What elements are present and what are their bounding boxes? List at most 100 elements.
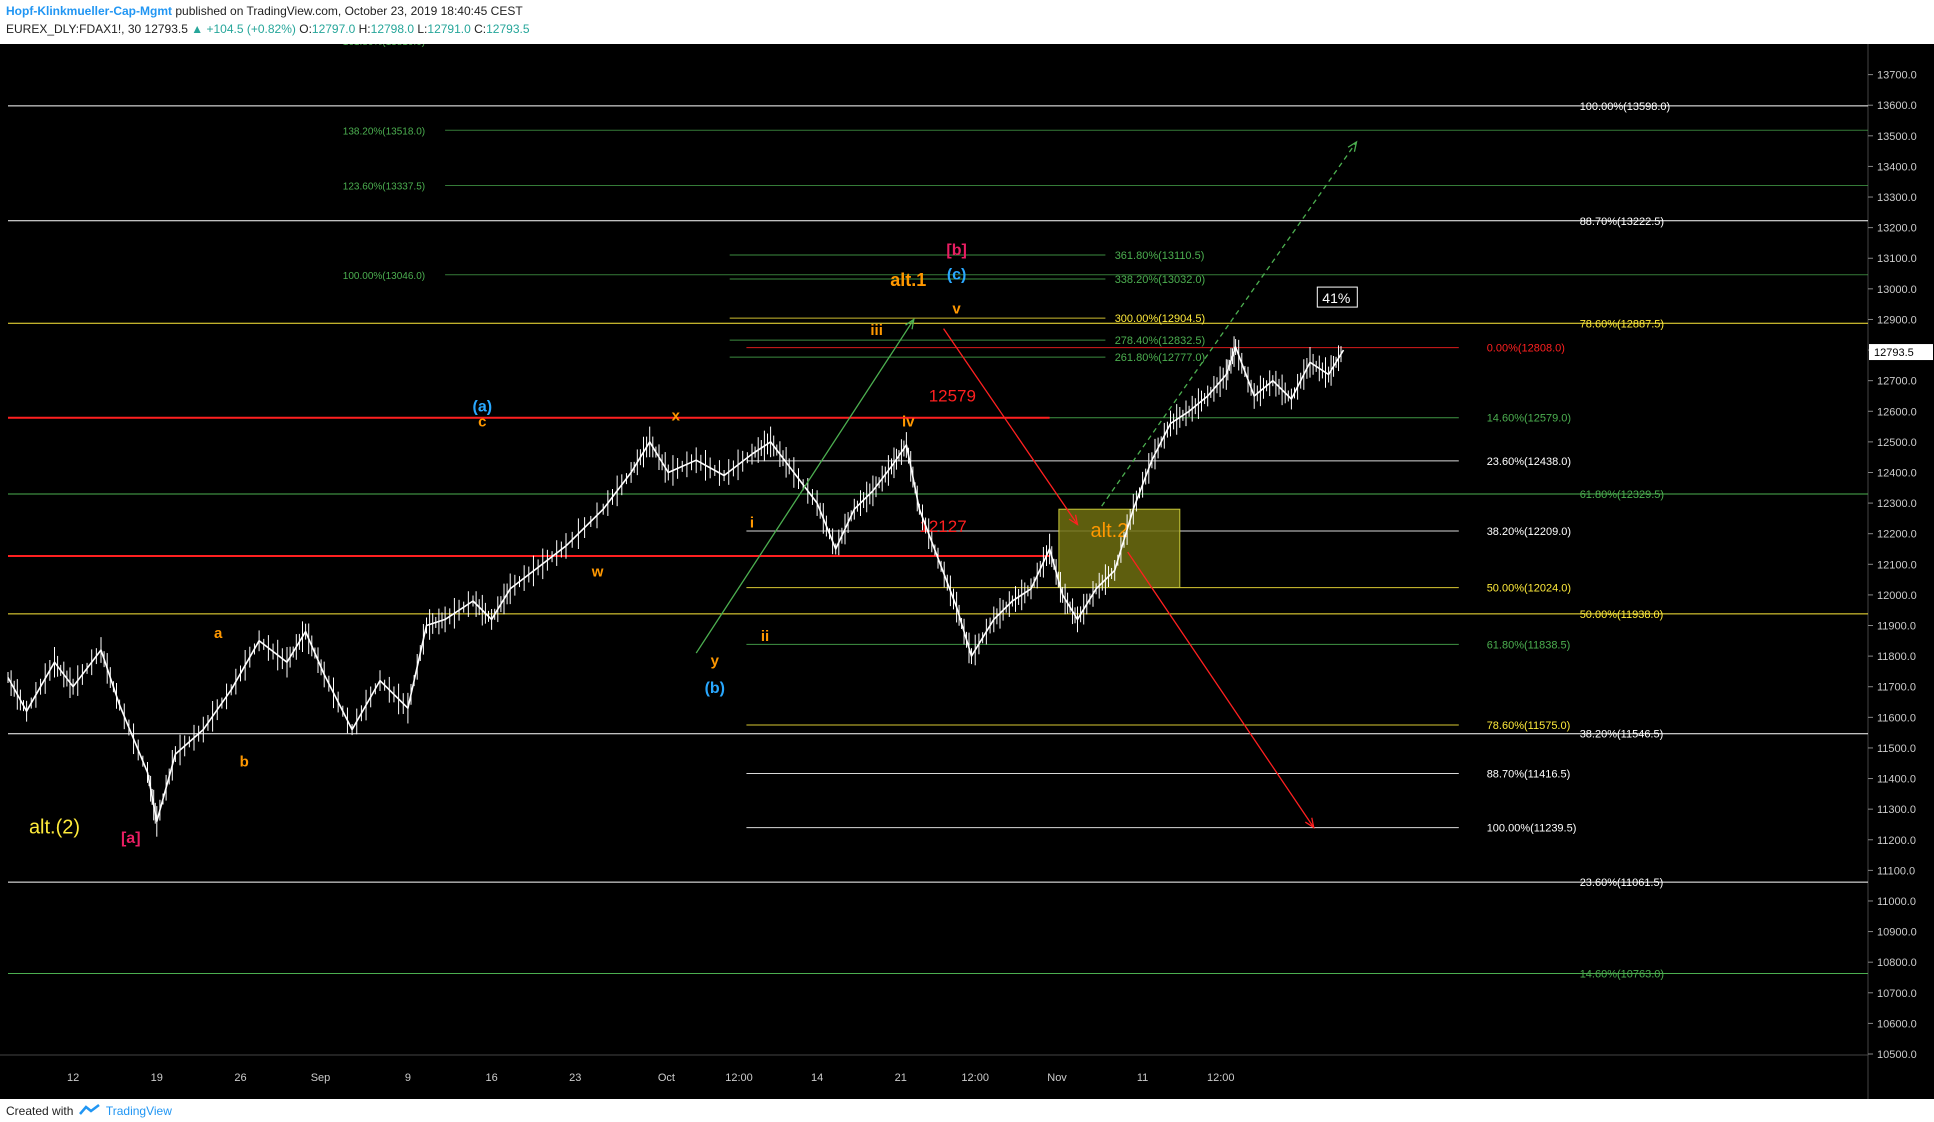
fib-label-full: 100.00%(13598.0)	[1580, 101, 1671, 113]
wave-label: a	[214, 625, 223, 642]
chart-area[interactable]: 10500.0 10600.0 10700.0 10800.0 10900.0 11000…	[0, 44, 1934, 1099]
x-tick-label: 23	[569, 1072, 581, 1084]
y-tick-label: 13500.0	[1877, 131, 1917, 143]
symbol-label[interactable]: EUREX_DLY:FDAX1!, 30	[6, 22, 142, 36]
created-with-label: Created with	[6, 1104, 74, 1118]
y-tick-label: 11100.0	[1877, 865, 1915, 877]
retracement-label: 78.60%(11575.0)	[1487, 720, 1571, 732]
green-channel-arrow	[695, 319, 915, 654]
high-value: 12798.0	[370, 22, 415, 36]
y-tick-label: 11700.0	[1877, 682, 1916, 694]
retracement-label: 88.70%(11416.5)	[1487, 768, 1571, 780]
published-info: published on TradingView.com, October 23…	[175, 4, 523, 18]
wave-label: y	[711, 652, 720, 669]
y-tick-label: 12100.0	[1877, 559, 1917, 571]
fib-label-full: 78.60%(12887.5)	[1580, 318, 1664, 330]
y-tick-label: 11900.0	[1877, 621, 1916, 633]
wave-label: v	[952, 300, 961, 317]
wave-label: b	[240, 753, 249, 770]
green-arrow-up-head	[1347, 140, 1358, 152]
wave-label: (b)	[705, 680, 725, 697]
x-tick-label: Nov	[1047, 1072, 1067, 1084]
green-channel-arrow-head	[905, 318, 915, 330]
open-value: 12797.0	[311, 22, 356, 36]
author-name[interactable]: Hopf-Klinkmueller-Cap-Mgmt	[6, 4, 172, 18]
y-tick-label: 10500.0	[1877, 1049, 1917, 1061]
y-tick-label: 13400.0	[1877, 161, 1917, 173]
wave-label: (a)	[473, 398, 493, 415]
wave-label: ii	[761, 628, 769, 645]
x-tick-label: 19	[151, 1072, 163, 1084]
last-price: 12793.5	[144, 22, 188, 36]
wave-label: x	[672, 407, 681, 424]
chart-footer: Created with TradingView	[0, 1099, 1934, 1122]
retracement-label: 100.00%(11239.5)	[1487, 823, 1577, 835]
retracement-label: 0.00%(12808.0)	[1487, 343, 1565, 355]
x-tick-label: 16	[485, 1072, 497, 1084]
y-tick-label: 13700.0	[1877, 70, 1917, 82]
x-tick-label: 12:00	[1207, 1072, 1235, 1084]
x-tick-label: Sep	[311, 1072, 331, 1084]
fib-label-full: 38.20%(11546.5)	[1580, 729, 1664, 741]
low-label: L:	[417, 22, 428, 36]
x-tick-label: 14	[811, 1072, 823, 1084]
wave-label: iii	[870, 322, 883, 339]
fib-label-full: 50.00%(11938.0)	[1580, 609, 1664, 621]
close-value: 12793.5	[486, 22, 530, 36]
y-tick-label: 10600.0	[1877, 1018, 1917, 1030]
wave-label: iv	[902, 414, 915, 431]
wave-label: [b]	[946, 242, 966, 259]
created-with: Created with TradingView	[6, 1104, 172, 1119]
y-tick-label: 11400.0	[1877, 774, 1916, 786]
percentage-label: 41%	[1322, 290, 1350, 306]
ohlc-line: EUREX_DLY:FDAX1!, 30 12793.5 ▲ +104.5 (+…	[6, 22, 530, 36]
y-tick-label: 12300.0	[1877, 498, 1917, 510]
red-arrow-down-2-head	[1304, 817, 1315, 829]
retracement-label: 38.20%(12209.0)	[1487, 526, 1571, 538]
high-label: H:	[358, 22, 371, 36]
extension-label: 138.20%(13518.0)	[343, 126, 425, 137]
chart-header: Hopf-Klinkmueller-Cap-Mgmt published on …	[0, 0, 1934, 44]
y-tick-label: 13100.0	[1877, 253, 1917, 265]
retracement-label: 14.60%(12579.0)	[1487, 413, 1571, 425]
y-tick-label: 12200.0	[1877, 529, 1917, 541]
publisher-line: Hopf-Klinkmueller-Cap-Mgmt published on …	[6, 4, 523, 18]
red-arrow-down-2	[1127, 551, 1315, 828]
red-arrow-down-1-head	[1068, 514, 1079, 526]
red-arrow-down-1	[943, 328, 1079, 525]
y-tick-label: 13600.0	[1877, 100, 1917, 112]
x-tick-label: Oct	[658, 1072, 675, 1084]
tradingview-link[interactable]: TradingView	[105, 1104, 172, 1118]
extension-mid-label: 261.80%(12777.0)	[1115, 352, 1206, 364]
close-label: C:	[474, 22, 487, 36]
retracement-label: 23.60%(12438.0)	[1487, 456, 1571, 468]
y-tick-label: 12900.0	[1877, 314, 1917, 326]
y-tick-label: 11200.0	[1877, 835, 1916, 847]
extension-mid-label: 300.00%(12904.5)	[1115, 313, 1206, 325]
y-tick-label: 13300.0	[1877, 192, 1917, 204]
percentage-box	[1316, 286, 1358, 308]
level-label-12579: 12579	[929, 387, 976, 406]
tradingview-logo-icon	[78, 1104, 101, 1119]
x-tick-label: 12	[67, 1072, 79, 1084]
wave-label: (c)	[947, 267, 967, 284]
wave-label: alt.1	[890, 270, 926, 290]
y-tick-label: 11800.0	[1877, 651, 1916, 663]
low-value: 12791.0	[427, 22, 471, 36]
chart-svg[interactable]: 10500.0 10600.0 10700.0 10800.0 10900.0 11000…	[0, 44, 1934, 1099]
wave-label: alt.(2)	[29, 817, 80, 839]
extension-mid-label: 278.40%(12832.5)	[1115, 335, 1206, 347]
green-arrow-up	[1101, 141, 1358, 507]
y-tick-label: 10900.0	[1877, 927, 1917, 939]
last-price-marker-label: 12793.5	[1874, 347, 1914, 359]
y-tick-label: 12500.0	[1877, 437, 1917, 449]
target-box	[1058, 508, 1181, 589]
y-tick-label: 13200.0	[1877, 223, 1917, 235]
y-tick-label: 11600.0	[1877, 712, 1916, 724]
y-tick-label: 11500.0	[1877, 743, 1916, 755]
y-tick-label: 10700.0	[1877, 988, 1917, 1000]
retracement-label: 50.00%(12024.0)	[1487, 583, 1571, 595]
y-tick-label: 13000.0	[1877, 284, 1917, 296]
y-tick-label: 11000.0	[1877, 896, 1916, 908]
fib-label-full: 61.80%(12329.5)	[1580, 489, 1664, 501]
